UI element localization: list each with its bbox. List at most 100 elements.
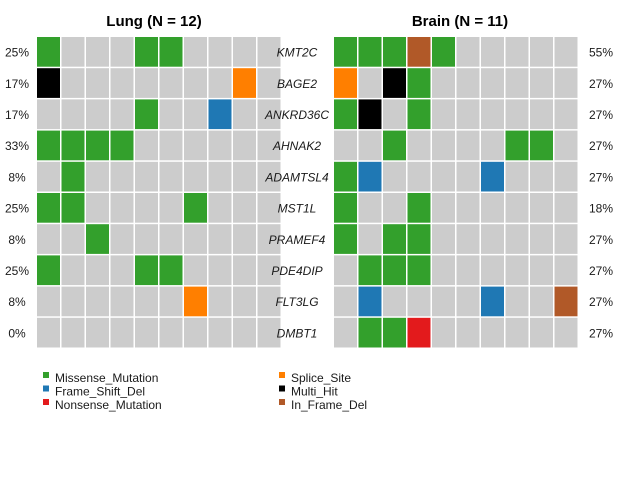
heatmap-cell [407, 317, 431, 348]
heatmap-cell [257, 130, 281, 161]
heatmap-cell [334, 130, 357, 161]
heatmap-cell [530, 193, 553, 223]
heatmap-cell [481, 317, 504, 348]
gene-labels: KMT2C BAGE2 ANKRD36C AHNAK2 ADAMTSL4 MST1L PRA… [264, 46, 329, 341]
heatmap-cell [159, 99, 183, 130]
heatmap-cell [432, 193, 455, 223]
heatmap-cell [135, 255, 158, 286]
heatmap-cell [37, 68, 60, 98]
heatmap-cell [61, 317, 85, 348]
heatmap-cell [208, 130, 232, 161]
gene-label: BAGE2 [277, 77, 317, 91]
heatmap-cell [208, 99, 232, 130]
percent-label: 55% [589, 46, 613, 60]
heatmap-cell [334, 161, 357, 192]
heatmap-cell [86, 317, 109, 348]
heatmap-cell [257, 255, 281, 286]
heatmap-cell [110, 317, 134, 348]
legend-label: Missense_Mutation [55, 371, 158, 385]
percent-label: 27% [589, 170, 613, 184]
heatmap-cell [61, 193, 85, 223]
heatmap-cell [456, 286, 480, 317]
heatmap-cell [334, 224, 357, 254]
heatmap-cell [334, 255, 357, 286]
heatmap-cell [86, 68, 109, 98]
legend-label: Frame_Shift_Del [55, 385, 145, 399]
heatmap-cell [135, 317, 158, 348]
heatmap-cell [456, 255, 480, 286]
legend-item: Splice_Site [279, 371, 351, 385]
percent-label: 25% [5, 46, 29, 60]
heatmap-cell [334, 68, 357, 98]
legend-item: Frame_Shift_Del [43, 385, 145, 399]
heatmap-cell [481, 37, 504, 67]
heatmap-cell [184, 130, 207, 161]
heatmap-cell [407, 130, 431, 161]
heatmap-cell [86, 130, 109, 161]
heatmap-cell [456, 224, 480, 254]
heatmap-cell [233, 99, 256, 130]
heatmap-cell [407, 99, 431, 130]
percent-label: 25% [5, 202, 29, 216]
heatmap-cell [86, 286, 109, 317]
heatmap-cell [61, 68, 85, 98]
heatmap-cell [257, 37, 281, 67]
heatmap-cell [184, 255, 207, 286]
heatmap-cell [184, 193, 207, 223]
heatmap-cell [334, 37, 357, 67]
heatmap-cell [530, 130, 553, 161]
heatmap-cell [407, 37, 431, 67]
percent-label: 27% [589, 77, 613, 91]
brain-heatmap [334, 37, 579, 349]
heatmap-cell [110, 130, 134, 161]
heatmap-cell [505, 130, 529, 161]
heatmap-cell [358, 224, 382, 254]
legend-swatch [43, 372, 49, 378]
heatmap-cell [481, 68, 504, 98]
heatmap-cell [233, 286, 256, 317]
heatmap-cell [37, 255, 60, 286]
gene-label: AHNAK2 [272, 139, 321, 153]
heatmap-cell [407, 224, 431, 254]
percent-label: 27% [589, 264, 613, 278]
heatmap-cell [358, 286, 382, 317]
heatmap-cell [159, 193, 183, 223]
heatmap-cell [61, 286, 85, 317]
percent-label: 17% [5, 108, 29, 122]
gene-label: PDE4DIP [271, 264, 322, 278]
heatmap-cell [159, 255, 183, 286]
heatmap-cell [61, 161, 85, 192]
legend-swatch [43, 399, 49, 405]
heatmap-cell [383, 37, 406, 67]
heatmap-cell [432, 99, 455, 130]
heatmap-cell [554, 161, 578, 192]
heatmap-cell [208, 193, 232, 223]
heatmap-cell [358, 317, 382, 348]
gene-label: PRAMEF4 [269, 233, 326, 247]
heatmap-cell [37, 161, 60, 192]
heatmap-cell [505, 286, 529, 317]
heatmap-cell [233, 161, 256, 192]
heatmap-cell [530, 255, 553, 286]
heatmap-cell [554, 224, 578, 254]
heatmap-cell [456, 193, 480, 223]
brain-panel-title: Brain (N = 11) [412, 13, 508, 30]
heatmap-cell [358, 161, 382, 192]
heatmap-cell [110, 68, 134, 98]
heatmap-cell [530, 99, 553, 130]
percent-label: 8% [8, 170, 26, 184]
heatmap-cell [208, 224, 232, 254]
heatmap-cell [159, 286, 183, 317]
heatmap-cell [61, 130, 85, 161]
heatmap-cell [257, 224, 281, 254]
heatmap-cell [481, 99, 504, 130]
heatmap-cell [257, 286, 281, 317]
heatmap-cell [61, 37, 85, 67]
heatmap-cell [61, 255, 85, 286]
gene-label: MST1L [278, 202, 317, 216]
lung-panel-title: Lung (N = 12) [106, 13, 201, 30]
heatmap-cell [432, 161, 455, 192]
heatmap-cell [505, 255, 529, 286]
heatmap-cell [554, 68, 578, 98]
heatmap-cell [383, 286, 406, 317]
